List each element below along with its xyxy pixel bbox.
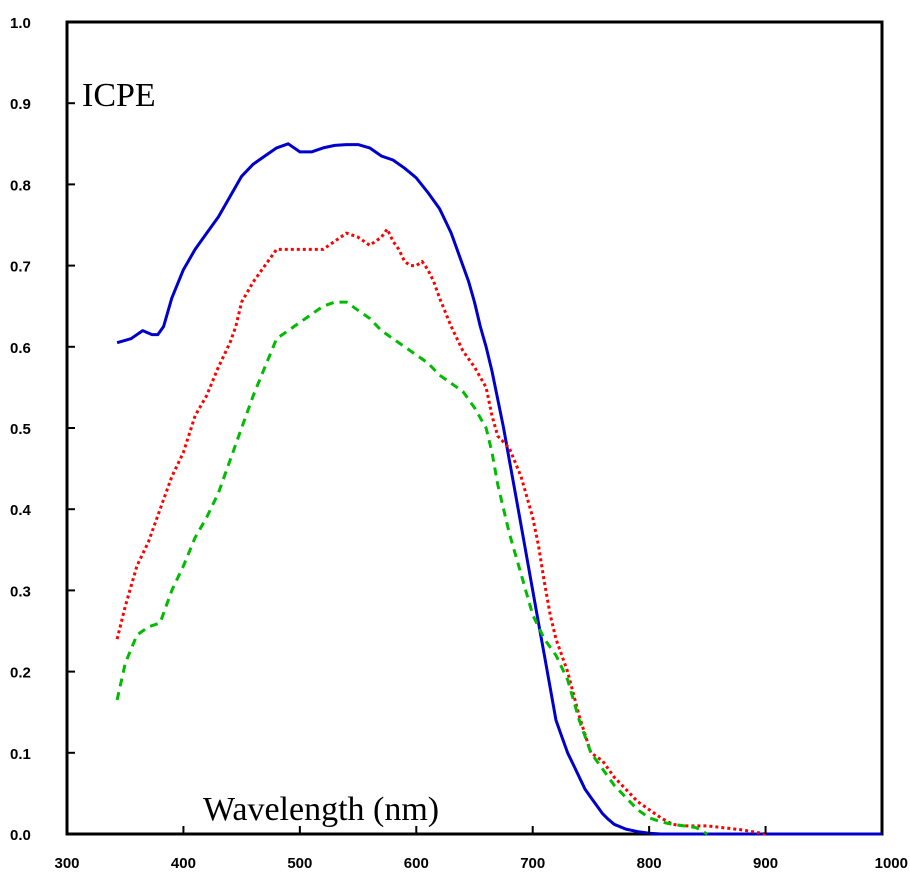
x-axis: 300 400 500 600 700 800 900 1000: [54, 826, 908, 872]
x-tick-label: 1000: [875, 855, 908, 872]
series-lines: [115, 142, 882, 836]
y-tick-label: 0.4: [10, 502, 32, 519]
y-tick-label: 0.3: [10, 583, 31, 600]
plot-frame: [65, 20, 884, 836]
x-tick-label: 800: [637, 855, 662, 872]
x-tick-label: 300: [54, 855, 79, 872]
y-tick-label: 0.9: [10, 96, 31, 113]
y-axis: 0.0 0.1 0.2 0.3 0.4 0.5 0.6 0.7 0.8 0.9 1.0: [10, 15, 75, 844]
x-axis-label: Wavelength (nm): [203, 791, 439, 828]
icpe-annotation: ICPE: [82, 77, 156, 114]
y-tick-label: 0.7: [10, 259, 31, 276]
x-tick-label: 500: [287, 855, 312, 872]
series-line-1: [116, 142, 882, 836]
x-tick-label: 400: [171, 855, 196, 872]
x-tick-label: 900: [753, 855, 778, 872]
y-tick-label: 0.5: [10, 421, 31, 438]
plot-area: [65, 20, 884, 836]
y-tick-label: 0.6: [10, 340, 31, 357]
series-line-2: [115, 227, 766, 836]
y-tick-label: 0.1: [10, 746, 31, 763]
y-tick-label: 0.2: [10, 665, 31, 682]
y-tick-label: 0.0: [10, 827, 31, 844]
y-tick-label: 0.8: [10, 177, 31, 194]
y-tick-label: 1.0: [10, 15, 31, 32]
x-tick-label: 600: [404, 855, 429, 872]
x-tick-label: 700: [520, 855, 545, 872]
series-line-3: [115, 300, 709, 836]
